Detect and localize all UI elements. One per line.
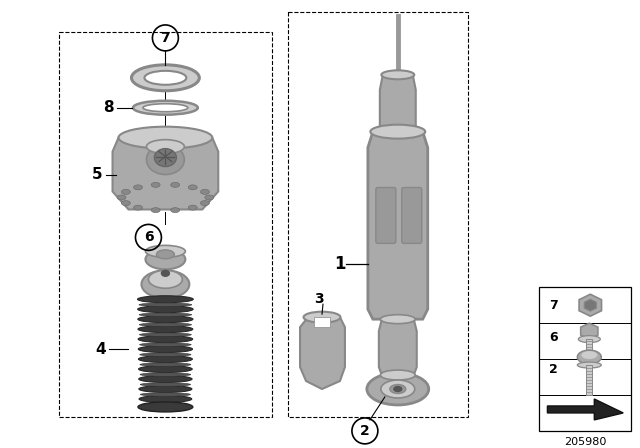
- Ellipse shape: [122, 201, 131, 206]
- Ellipse shape: [140, 333, 191, 336]
- Ellipse shape: [171, 207, 180, 213]
- Ellipse shape: [380, 314, 415, 323]
- Ellipse shape: [373, 127, 423, 137]
- Ellipse shape: [138, 306, 193, 313]
- Ellipse shape: [140, 373, 191, 376]
- Ellipse shape: [371, 125, 425, 138]
- Ellipse shape: [143, 104, 188, 112]
- Text: 6: 6: [549, 331, 557, 344]
- Ellipse shape: [188, 185, 197, 190]
- Ellipse shape: [131, 65, 199, 91]
- FancyBboxPatch shape: [402, 188, 422, 243]
- Ellipse shape: [138, 336, 193, 343]
- Ellipse shape: [140, 353, 191, 356]
- Ellipse shape: [139, 396, 192, 402]
- Ellipse shape: [140, 323, 191, 327]
- Ellipse shape: [138, 296, 193, 303]
- Text: 6: 6: [143, 230, 153, 245]
- Text: 2: 2: [360, 424, 370, 438]
- Ellipse shape: [118, 127, 212, 149]
- Ellipse shape: [134, 185, 143, 190]
- Polygon shape: [586, 365, 592, 395]
- Polygon shape: [580, 323, 598, 339]
- Ellipse shape: [133, 101, 198, 115]
- Ellipse shape: [200, 190, 209, 194]
- Ellipse shape: [122, 190, 131, 194]
- Text: 3: 3: [314, 292, 324, 306]
- Text: 7: 7: [549, 299, 558, 312]
- Ellipse shape: [380, 370, 415, 380]
- Text: 205980: 205980: [564, 437, 607, 447]
- Ellipse shape: [367, 373, 429, 405]
- Ellipse shape: [139, 303, 192, 306]
- Text: 7: 7: [161, 31, 170, 45]
- Ellipse shape: [117, 195, 126, 200]
- Ellipse shape: [171, 182, 180, 187]
- Text: 1: 1: [334, 255, 346, 273]
- Polygon shape: [547, 399, 623, 420]
- Ellipse shape: [134, 205, 143, 210]
- Ellipse shape: [303, 312, 340, 323]
- Ellipse shape: [577, 350, 601, 364]
- Ellipse shape: [581, 351, 597, 359]
- FancyBboxPatch shape: [376, 188, 396, 243]
- Ellipse shape: [154, 149, 177, 167]
- Ellipse shape: [145, 71, 186, 85]
- Polygon shape: [368, 132, 428, 319]
- Ellipse shape: [139, 375, 192, 383]
- Ellipse shape: [138, 366, 192, 373]
- Polygon shape: [586, 339, 592, 357]
- Ellipse shape: [205, 195, 214, 200]
- Ellipse shape: [394, 387, 402, 392]
- Ellipse shape: [138, 326, 193, 333]
- Text: 5: 5: [92, 167, 103, 182]
- Ellipse shape: [138, 345, 193, 353]
- Text: 8: 8: [103, 100, 114, 115]
- Ellipse shape: [151, 182, 160, 187]
- Ellipse shape: [140, 343, 191, 346]
- Polygon shape: [113, 138, 218, 210]
- Polygon shape: [314, 317, 330, 327]
- Text: 4: 4: [95, 342, 106, 357]
- Ellipse shape: [140, 393, 191, 396]
- Ellipse shape: [156, 250, 174, 259]
- Polygon shape: [584, 299, 596, 311]
- Ellipse shape: [147, 145, 184, 175]
- Ellipse shape: [139, 313, 192, 316]
- Ellipse shape: [140, 363, 191, 366]
- Ellipse shape: [381, 70, 414, 79]
- Polygon shape: [579, 294, 602, 316]
- Ellipse shape: [138, 316, 193, 323]
- Ellipse shape: [188, 205, 197, 210]
- Ellipse shape: [138, 356, 193, 362]
- Ellipse shape: [141, 270, 189, 298]
- Ellipse shape: [148, 270, 182, 288]
- Ellipse shape: [151, 207, 160, 213]
- Ellipse shape: [140, 383, 191, 386]
- Polygon shape: [380, 75, 416, 132]
- Text: 2: 2: [549, 362, 558, 375]
- Ellipse shape: [147, 140, 184, 154]
- Ellipse shape: [145, 246, 186, 257]
- Ellipse shape: [139, 386, 192, 392]
- Ellipse shape: [579, 336, 600, 343]
- Ellipse shape: [200, 201, 209, 206]
- Ellipse shape: [577, 362, 601, 368]
- Ellipse shape: [138, 402, 193, 412]
- Polygon shape: [379, 319, 417, 375]
- Polygon shape: [300, 317, 345, 389]
- Ellipse shape: [390, 384, 406, 393]
- Ellipse shape: [145, 250, 186, 269]
- Ellipse shape: [381, 380, 415, 398]
- Ellipse shape: [161, 270, 170, 276]
